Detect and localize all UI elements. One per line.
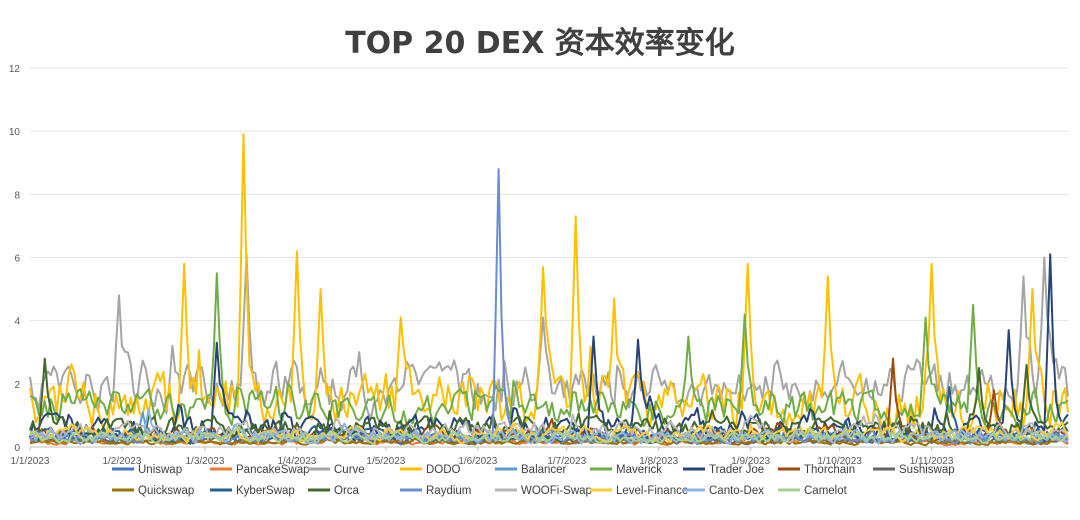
- legend-label: Camelot: [804, 485, 848, 497]
- x-tick-label: 1/3/2023: [186, 456, 225, 467]
- x-tick-label: 1/2/2023: [102, 456, 141, 467]
- y-tick-label: 10: [9, 127, 21, 138]
- legend-label: Level-Finance: [616, 485, 688, 497]
- series-line-dodo: [29, 133, 1069, 437]
- y-tick-label: 6: [14, 254, 20, 265]
- y-tick-label: 4: [14, 317, 20, 328]
- legend-label: Canto-Dex: [709, 485, 764, 497]
- legend-label: WOOFi-Swap: [521, 485, 592, 497]
- x-tick-label: 1/9/2023: [731, 456, 770, 467]
- y-tick-label: 8: [14, 190, 20, 201]
- legend-label: Balancer: [521, 464, 567, 476]
- legend-label: PancakeSwap: [236, 464, 310, 476]
- legend: Uniswap PancakeSwap Curve DODO Balancer Maver…: [112, 464, 955, 497]
- series-line-camelot: [29, 425, 1069, 446]
- y-tick-label: 2: [14, 380, 20, 391]
- legend-label: Quickswap: [138, 485, 194, 497]
- y-tick-label: 12: [9, 64, 21, 75]
- legend-label: Sushiswap: [899, 464, 955, 476]
- chart-title: TOP 20 DEX 资本效率变化: [345, 26, 735, 61]
- x-tick-label: 1/5/2023: [366, 456, 405, 467]
- y-tick-labels: 0 2 4 6 8 10 12: [9, 64, 21, 454]
- legend-label: Trader Joe: [709, 464, 764, 476]
- x-tick-label: 1/6/2023: [458, 456, 497, 467]
- legend-label: Curve: [334, 464, 365, 476]
- grid-layer: [30, 67, 1068, 448]
- x-tick-label: 1/10/2023: [817, 456, 862, 467]
- legend-label: Orca: [334, 485, 360, 497]
- legend-label: Thorchain: [804, 464, 855, 476]
- series-layer: [29, 133, 1069, 447]
- x-tick-label: 1/7/2023: [547, 456, 586, 467]
- y-tick-label: 0: [14, 443, 20, 454]
- x-tick-label: 1/11/2023: [910, 456, 954, 467]
- legend-label: Raydium: [426, 485, 471, 497]
- x-tick-label: 1/8/2023: [639, 456, 678, 467]
- series-line-maverick: [29, 272, 1069, 428]
- legend-label: KyberSwap: [236, 485, 295, 497]
- legend-label: Uniswap: [138, 464, 182, 476]
- x-tick-label: 1/4/2023: [277, 456, 316, 467]
- legend-label: Maverick: [616, 464, 662, 476]
- legend-label: DODO: [426, 464, 461, 476]
- x-tick-labels: 1/1/2023 1/2/2023 1/3/2023 1/4/2023 1/5/2023…: [11, 447, 954, 467]
- x-tick-label: 1/1/2023: [11, 456, 50, 467]
